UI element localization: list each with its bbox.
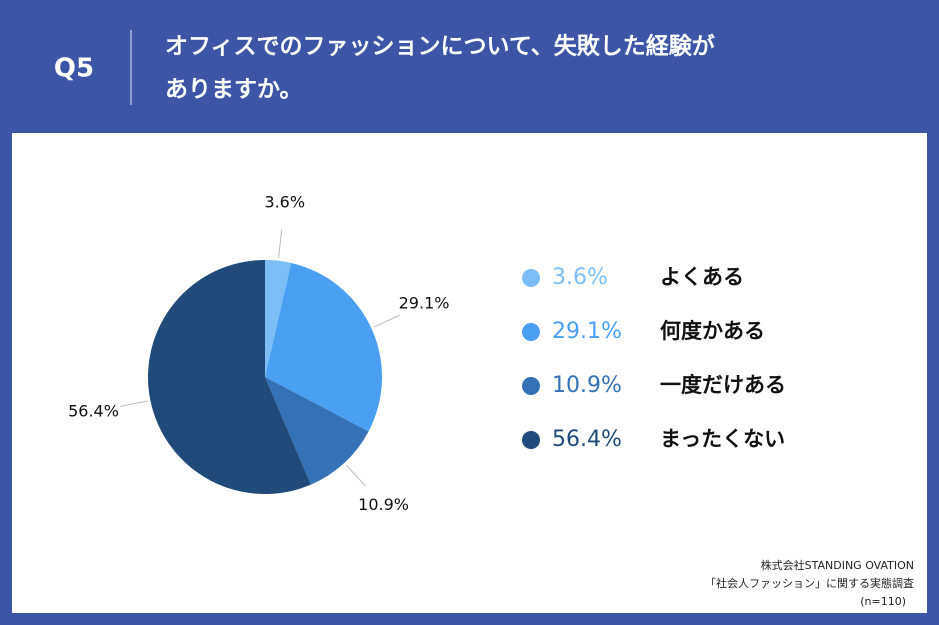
legend-swatch	[522, 377, 540, 395]
source: 「社会人ファッション」に関する実態調査	[705, 576, 914, 590]
legend-swatch	[522, 269, 540, 287]
source: (n=110)	[860, 595, 906, 608]
pie-slice	[265, 260, 292, 377]
leader-line	[278, 229, 283, 258]
legend-value: 3.6%	[552, 265, 608, 290]
legend-label: 何度かある	[660, 319, 765, 343]
legend-swatch	[522, 323, 540, 341]
pie-slice	[148, 260, 311, 494]
legend-value: 29.1%	[552, 319, 622, 344]
legend-value: 10.9%	[552, 373, 622, 398]
title-line: オフィスでのファッションについて、失敗した経験が	[165, 33, 715, 60]
title-line: ありますか。	[165, 77, 303, 103]
legend-label: 一度だけある	[660, 373, 786, 397]
pie-slice	[265, 262, 382, 432]
source: 株式会社STANDING OVATION	[761, 558, 914, 572]
data-label: 3.6%	[264, 193, 305, 212]
pie-slice	[265, 377, 369, 485]
data-label: 56.4%	[68, 401, 119, 420]
leader-line	[373, 314, 400, 328]
legend-label: まったくない	[660, 427, 785, 451]
legend-value: 56.4%	[552, 427, 622, 452]
legend-label: よくある	[660, 265, 744, 289]
leader-line	[345, 464, 366, 487]
data-label: 10.9%	[358, 495, 409, 514]
data-label: 29.1%	[399, 293, 450, 312]
leader-line	[119, 400, 148, 408]
question-number: Q5	[54, 54, 94, 84]
legend-swatch	[522, 431, 540, 449]
